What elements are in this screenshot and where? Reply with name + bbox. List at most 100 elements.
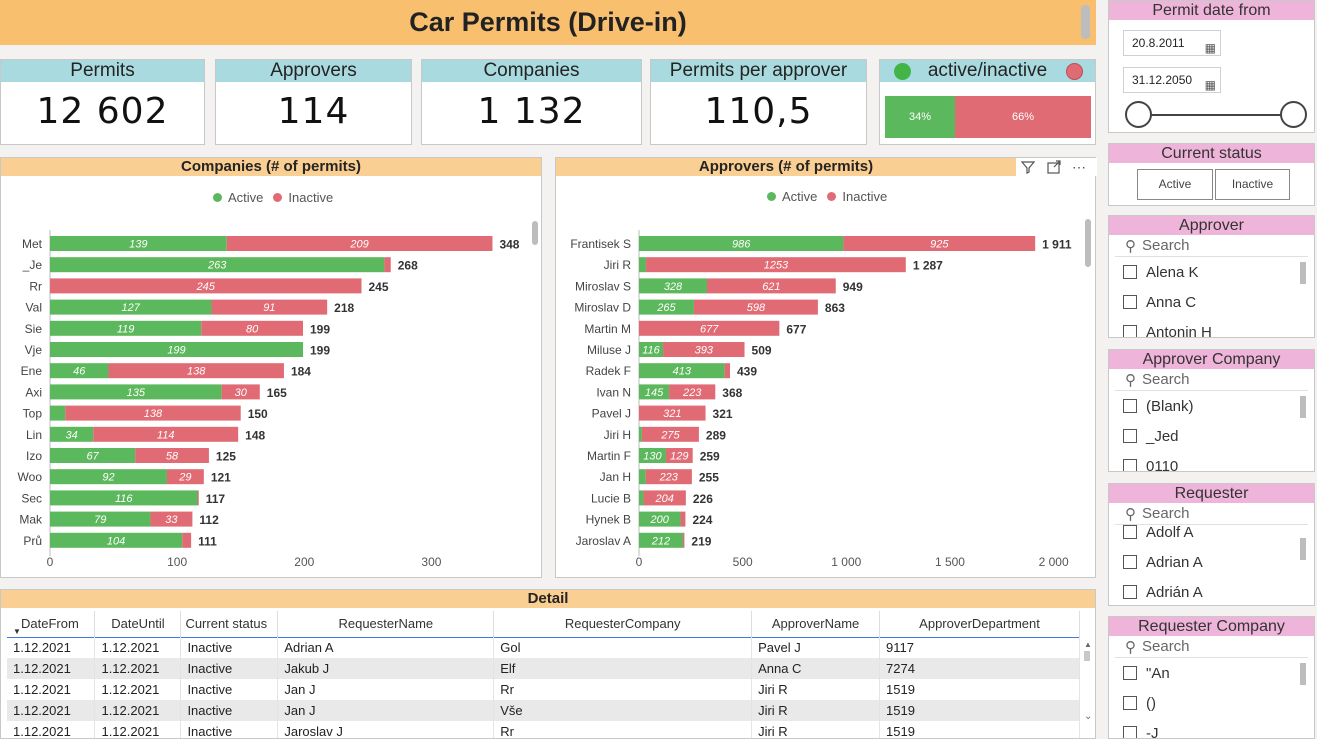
checkbox[interactable] bbox=[1123, 585, 1137, 599]
bar-inactive[interactable] bbox=[226, 236, 493, 251]
legend-active-label[interactable]: Active bbox=[228, 190, 264, 205]
legend-active-label[interactable]: Active bbox=[782, 189, 818, 204]
bar-inactive[interactable] bbox=[93, 426, 239, 442]
requester-scrollbar[interactable] bbox=[1300, 538, 1306, 560]
requester-item[interactable]: Adolf A bbox=[1109, 517, 1314, 547]
bar-active[interactable] bbox=[50, 299, 212, 315]
bar-inactive[interactable] bbox=[663, 342, 745, 357]
bar-active[interactable] bbox=[50, 490, 198, 506]
requester-company-item[interactable]: -J bbox=[1109, 718, 1314, 738]
bar-inactive[interactable] bbox=[682, 532, 685, 548]
checkbox[interactable] bbox=[1123, 696, 1137, 710]
bar-active[interactable] bbox=[639, 448, 666, 463]
bar-inactive[interactable] bbox=[384, 257, 391, 273]
checkbox[interactable] bbox=[1123, 726, 1137, 738]
bar-active[interactable] bbox=[639, 511, 681, 527]
checkbox[interactable] bbox=[1123, 525, 1137, 539]
table-row[interactable]: 1.12.2021 1.12.2021 Inactive Jaroslav J Rr Ji… bbox=[7, 721, 1080, 738]
bar-inactive[interactable] bbox=[641, 426, 699, 442]
bar-inactive[interactable] bbox=[65, 405, 241, 421]
date-from-input[interactable]: 20.8.2011 ▦ bbox=[1123, 30, 1221, 56]
approver-item[interactable]: Alena K bbox=[1109, 257, 1314, 287]
bar-active[interactable] bbox=[50, 257, 385, 273]
column-header-current-status[interactable]: Current status bbox=[180, 611, 279, 637]
bar-inactive[interactable] bbox=[201, 320, 304, 336]
column-header-requester-name[interactable]: RequesterName bbox=[277, 611, 495, 637]
column-header-approver-department[interactable]: ApproverDepartment bbox=[879, 611, 1080, 637]
bar-active[interactable] bbox=[50, 342, 304, 357]
bar-inactive[interactable] bbox=[680, 511, 686, 527]
bar-active[interactable] bbox=[50, 320, 202, 336]
approvers-chart-scrollbar[interactable] bbox=[1085, 219, 1091, 267]
filter-icon[interactable] bbox=[1020, 159, 1036, 175]
more-options-icon[interactable]: ⋯ bbox=[1072, 159, 1086, 175]
bar-inactive[interactable] bbox=[643, 490, 686, 506]
bar-inactive[interactable] bbox=[669, 384, 716, 400]
bar-inactive[interactable] bbox=[724, 363, 731, 379]
date-to-input[interactable]: 31.12.2050 ▦ bbox=[1123, 67, 1221, 93]
status-active-button[interactable]: Active bbox=[1137, 169, 1213, 200]
bar-active[interactable] bbox=[50, 469, 167, 485]
bar-active[interactable] bbox=[639, 236, 844, 251]
checkbox[interactable] bbox=[1123, 399, 1137, 413]
bar-inactive[interactable] bbox=[645, 469, 692, 485]
bar-inactive[interactable] bbox=[150, 511, 193, 527]
bar-active[interactable] bbox=[639, 490, 644, 506]
requester-search[interactable]: ⚲ Search bbox=[1115, 503, 1308, 525]
bar-active[interactable] bbox=[639, 257, 647, 273]
bar-active[interactable] bbox=[50, 384, 222, 400]
scroll-down-icon[interactable]: ⌄ bbox=[1084, 711, 1093, 722]
legend-inactive-label[interactable]: Inactive bbox=[288, 190, 334, 205]
checkbox[interactable] bbox=[1123, 325, 1137, 337]
checkbox[interactable] bbox=[1123, 295, 1137, 309]
bar-inactive[interactable] bbox=[665, 448, 693, 463]
requester-company-item[interactable]: () bbox=[1109, 688, 1314, 718]
bar-active[interactable] bbox=[639, 363, 725, 379]
status-inactive-button[interactable]: Inactive bbox=[1215, 169, 1290, 200]
scroll-thumb[interactable] bbox=[1084, 651, 1090, 661]
active-share-segment[interactable]: 34% bbox=[885, 96, 956, 138]
requester-company-item[interactable]: "An bbox=[1109, 658, 1314, 688]
bar-inactive[interactable] bbox=[182, 532, 192, 548]
date-range-end-handle[interactable] bbox=[1280, 101, 1307, 128]
bar-inactive[interactable] bbox=[639, 405, 706, 421]
bar-inactive[interactable] bbox=[108, 363, 284, 379]
bar-active[interactable] bbox=[50, 405, 66, 421]
scroll-up-icon[interactable]: ▲ bbox=[1084, 640, 1092, 649]
approver-item[interactable]: Anna C bbox=[1109, 287, 1314, 317]
bar-active[interactable] bbox=[639, 342, 664, 357]
approver-company-item[interactable]: 0110 bbox=[1109, 451, 1314, 471]
bar-active[interactable] bbox=[639, 299, 694, 315]
requester-item[interactable]: Adrián A bbox=[1109, 577, 1314, 605]
checkbox[interactable] bbox=[1123, 666, 1137, 680]
bar-inactive[interactable] bbox=[211, 299, 328, 315]
bar-inactive[interactable] bbox=[646, 257, 906, 273]
approver-company-item[interactable]: _Jed bbox=[1109, 421, 1314, 451]
checkbox[interactable] bbox=[1123, 429, 1137, 443]
requester-company-search[interactable]: ⚲ Search bbox=[1115, 636, 1308, 658]
requester-item[interactable]: Adrian A bbox=[1109, 547, 1314, 577]
bar-active[interactable] bbox=[639, 426, 642, 442]
bar-inactive[interactable] bbox=[693, 299, 818, 315]
legend-inactive-label[interactable]: Inactive bbox=[842, 189, 888, 204]
inactive-share-segment[interactable]: 66% bbox=[955, 96, 1091, 138]
bar-active[interactable] bbox=[639, 384, 670, 400]
column-header-requester-company[interactable]: RequesterCompany bbox=[493, 611, 753, 637]
bar-active[interactable] bbox=[50, 448, 136, 463]
approver-company-scrollbar[interactable] bbox=[1300, 396, 1306, 418]
bar-active[interactable] bbox=[50, 363, 109, 379]
checkbox[interactable] bbox=[1123, 265, 1137, 279]
bar-inactive[interactable] bbox=[843, 236, 1036, 251]
bar-active[interactable] bbox=[50, 511, 151, 527]
bar-inactive[interactable] bbox=[135, 448, 209, 463]
checkbox[interactable] bbox=[1123, 555, 1137, 569]
bar-active[interactable] bbox=[639, 532, 683, 548]
bar-inactive[interactable] bbox=[707, 278, 836, 294]
bar-active[interactable] bbox=[639, 278, 707, 294]
title-scroll-handle[interactable] bbox=[1081, 5, 1090, 39]
date-range-track[interactable] bbox=[1138, 114, 1294, 116]
bar-inactive[interactable] bbox=[221, 384, 260, 400]
approver-company-item[interactable]: (Blank) bbox=[1109, 391, 1314, 421]
focus-mode-icon[interactable] bbox=[1046, 159, 1062, 175]
